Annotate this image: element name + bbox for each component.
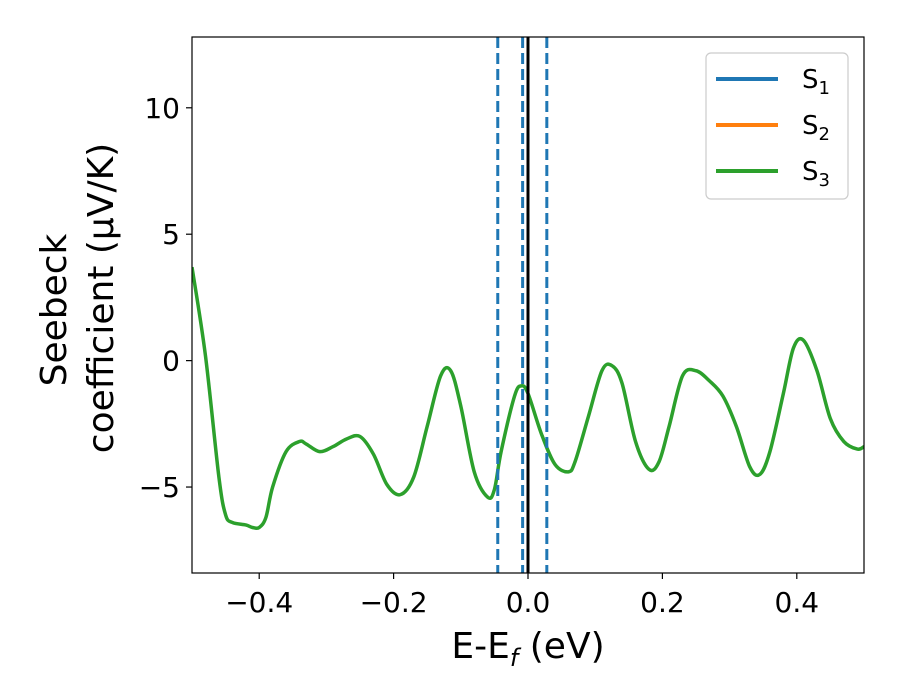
y-axis-ticks: −5 0 5 10 [139,92,192,504]
x-axis-label: E-Ef (eV) [451,626,604,672]
y-tick-label: −5 [139,471,180,504]
y-tick-label: 5 [162,218,180,251]
legend-label-1: S1 [802,65,830,99]
x-axis-label-suffix: (eV) [518,626,604,667]
x-axis-ticks: −0.4 −0.2 0.0 0.2 0.4 [225,573,819,619]
legend-items: S1 S2 S3 [716,65,830,191]
y-axis-label-line2: coefficient (μV/K) [81,143,122,453]
x-axis-label-main: E-E [451,626,509,667]
y-tick-label: 0 [162,345,180,378]
legend: S1 S2 S3 [705,52,849,200]
vline-layer [496,37,549,573]
x-tick-label: 0.0 [506,586,551,619]
x-tick-label: −0.4 [225,586,293,619]
legend-label-3: S3 [802,157,830,191]
x-tick-label: 0.2 [640,586,685,619]
y-tick-label: 10 [144,92,180,125]
series-layer [192,266,864,531]
series-line-1 [192,266,864,531]
plot-area [192,37,864,573]
legend-label-2: S2 [802,111,830,145]
x-tick-label: 0.4 [775,586,820,619]
x-tick-label: −0.2 [360,586,428,619]
y-axis-label-line1: Seebeck [34,233,75,386]
